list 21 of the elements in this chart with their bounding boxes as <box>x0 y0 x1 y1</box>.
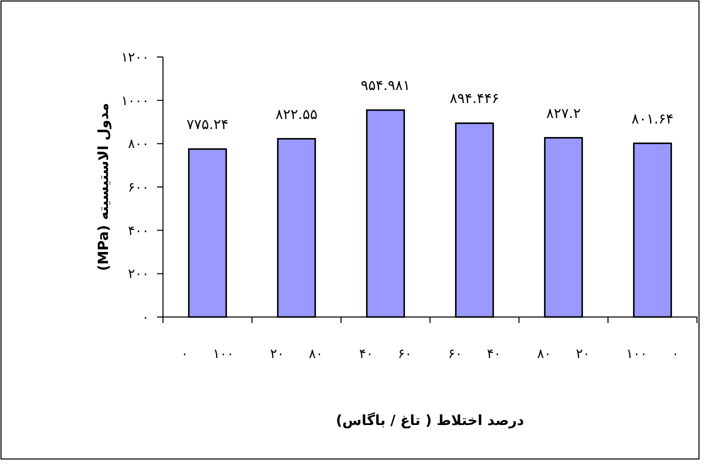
y-tick-label: ۶۰۰ <box>128 180 149 196</box>
y-tick-label: ۴۰۰ <box>128 224 149 239</box>
x-axis-title: درصد اختلاط ( تاغ / باگاس) <box>336 412 524 429</box>
x-tick-label: ۴۰ ۶۰ <box>359 347 412 362</box>
y-tick-label: ۱۲۰۰ <box>121 50 149 66</box>
x-tick-label: ۶۰ ۴۰ <box>448 347 501 362</box>
data-label: ۸۲۷.۲ <box>546 106 581 122</box>
y-axis-title: مدول الاستیسیته (MPa) <box>96 102 112 272</box>
y-tick-label: ۸۰۰ <box>128 137 149 152</box>
data-label: ۸۹۴.۴۴۶ <box>450 91 500 108</box>
y-tick-label: ۰ <box>142 310 149 326</box>
x-tick-label: ۸۰ ۲۰ <box>537 347 590 362</box>
y-tick-label: ۲۰۰ <box>128 267 149 282</box>
y-tick-label: ۱۰۰۰ <box>121 94 149 109</box>
x-tick-label: ۱۰۰ ۰ <box>626 347 679 362</box>
data-label: ۷۷۵.۲۴ <box>186 117 229 134</box>
x-tick-label: ۲۰ ۸۰ <box>270 347 323 362</box>
data-label: ۹۵۴.۹۸۱ <box>360 78 410 94</box>
data-label: ۸۲۲.۵۵ <box>275 106 318 123</box>
x-tick-label: ۰ ۱۰۰ <box>181 347 234 362</box>
data-label: ۸۰۱.۶۴ <box>631 111 674 128</box>
